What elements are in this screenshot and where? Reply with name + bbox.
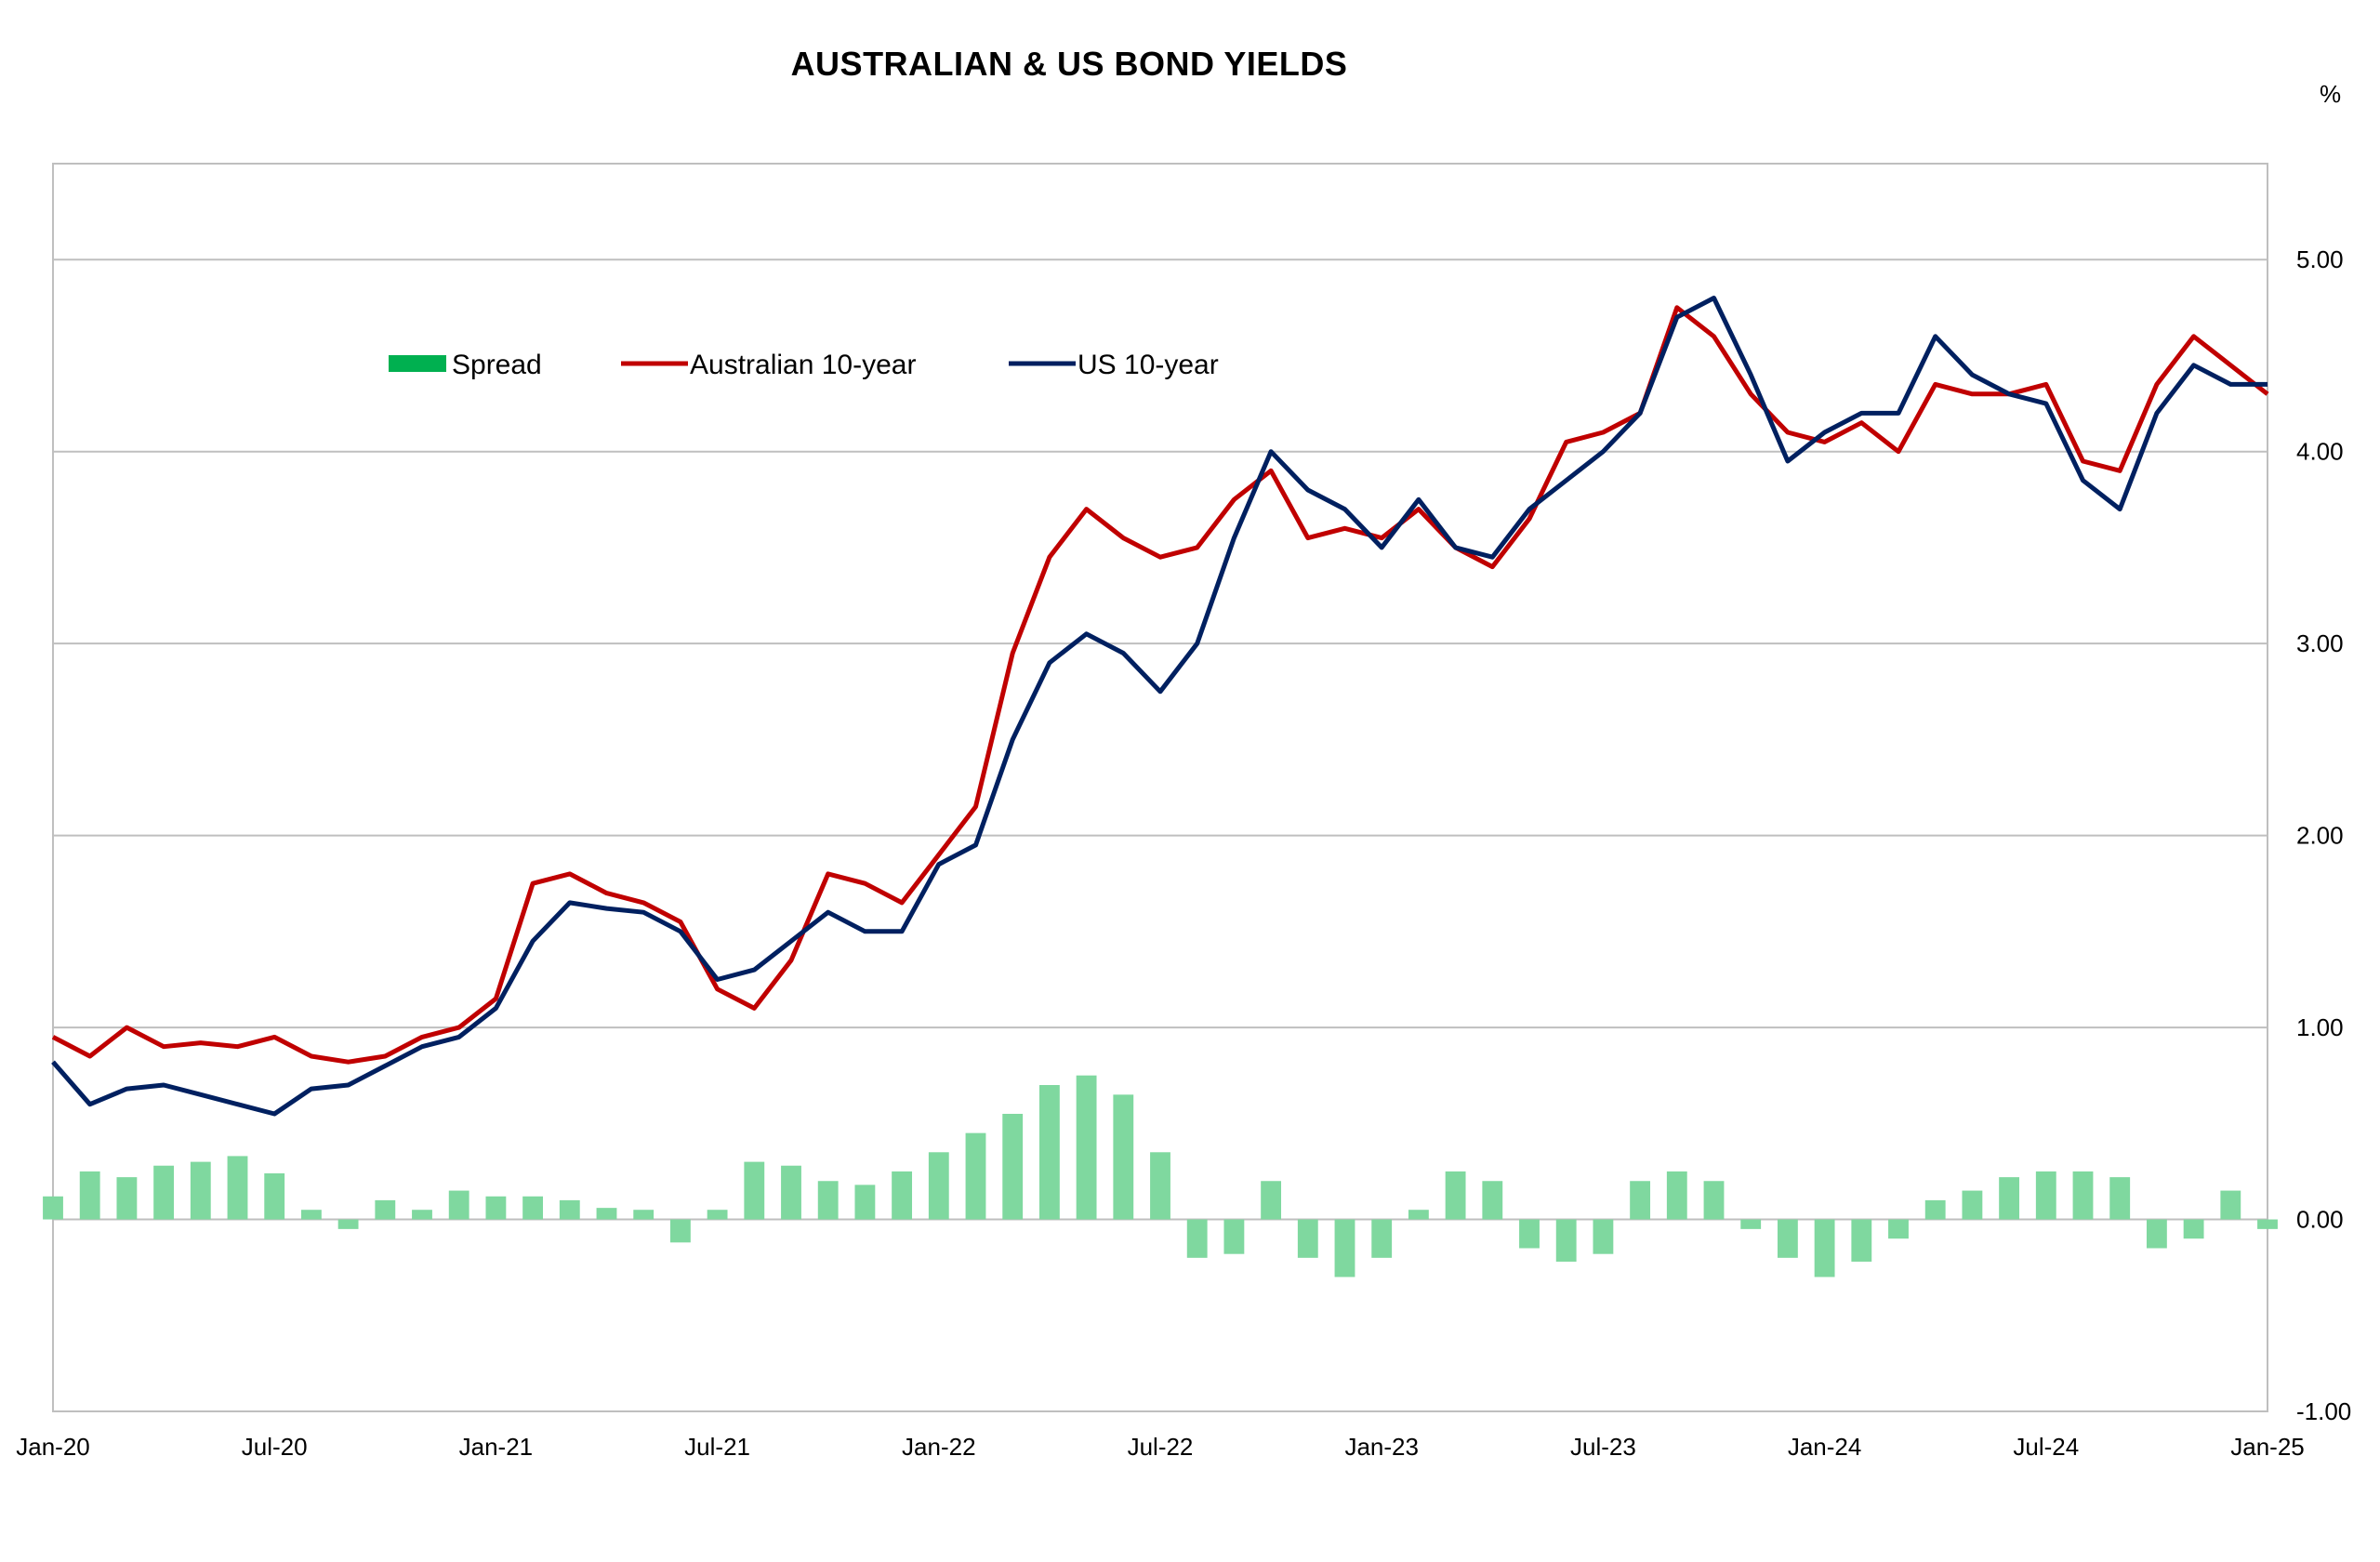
- spread-bar: [559, 1199, 580, 1220]
- spread-bar: [965, 1132, 986, 1220]
- series-line-us-10-year: [51, 296, 2268, 1117]
- spread-bar: [2183, 1219, 2204, 1239]
- spread-bar: [2220, 1190, 2241, 1220]
- spread-bar: [707, 1210, 728, 1220]
- spread-bar: [1888, 1219, 1909, 1239]
- spread-bar: [412, 1210, 432, 1220]
- spread-bar: [300, 1210, 322, 1220]
- spread-bar: [227, 1156, 248, 1220]
- legend-label-us-10-year: US 10-year: [1078, 350, 1219, 380]
- spread-bar: [1777, 1219, 1798, 1258]
- spread-bar: [337, 1219, 359, 1229]
- spread-bar: [1703, 1181, 1725, 1220]
- legend: Spread Australian 10-year US 10-year: [389, 350, 1219, 380]
- spread-bar: [448, 1190, 469, 1220]
- y-tick-label: 1.00: [2296, 1013, 2344, 1041]
- x-axis: Jan-20 Jul-20 Jan-21 Jul-21 Jan-22 Jul-22 Jan-…: [16, 1433, 2305, 1461]
- spread-bar: [1113, 1094, 1134, 1220]
- x-tick-label: Jan-20: [16, 1433, 90, 1461]
- spread-bar: [1962, 1190, 1983, 1220]
- spread-bar: [2072, 1171, 2094, 1220]
- spread-bar: [1666, 1171, 1687, 1220]
- x-tick-label: Jul-20: [242, 1433, 308, 1461]
- spread-bar: [375, 1199, 396, 1220]
- spread-bar: [1630, 1181, 1651, 1220]
- spread-bar: [1076, 1075, 1097, 1220]
- spread-bar: [1519, 1219, 1540, 1249]
- spread-bar: [669, 1219, 691, 1243]
- y-tick-label: -1.00: [2296, 1397, 2351, 1425]
- spread-bar: [892, 1171, 913, 1220]
- spread-bar: [1038, 1085, 1060, 1220]
- spread-bar: [79, 1171, 100, 1220]
- spread-bar: [633, 1210, 654, 1220]
- x-tick-label: Jul-23: [1570, 1433, 1636, 1461]
- spread-bar: [116, 1177, 138, 1220]
- spread-bar: [1002, 1113, 1024, 1220]
- spread-bar: [1297, 1219, 1318, 1258]
- x-tick-label: Jan-24: [1788, 1433, 1862, 1461]
- spread-bar: [1408, 1210, 1429, 1220]
- spread-bar: [1740, 1219, 1762, 1229]
- spread-bar: [1186, 1219, 1208, 1258]
- spread-bar: [1334, 1219, 1355, 1277]
- y-tick-label: 5.00: [2296, 245, 2344, 273]
- spread-bar: [2035, 1171, 2056, 1220]
- spread-bar: [2146, 1219, 2167, 1249]
- spread-bar: [1223, 1219, 1245, 1254]
- x-tick-label: Jan-21: [459, 1433, 534, 1461]
- x-tick-label: Jul-24: [2013, 1433, 2079, 1461]
- spread-bar: [781, 1165, 801, 1220]
- y-tick-label: 3.00: [2296, 629, 2344, 657]
- spread-bars: [43, 1075, 2278, 1277]
- x-tick-label: Jan-25: [2230, 1433, 2305, 1461]
- y-axis: 5.00 4.00 3.00 2.00 1.00 0.00 -1.00: [2296, 245, 2351, 1425]
- spread-bar: [264, 1172, 285, 1220]
- y-tick-label: 4.00: [2296, 438, 2344, 466]
- spread-bar: [43, 1196, 63, 1220]
- unit-label: %: [2320, 80, 2342, 108]
- spread-bar: [2257, 1219, 2278, 1229]
- series-line-australian-10-year: [51, 305, 2269, 1065]
- yield-lines: [51, 296, 2269, 1117]
- spread-bar: [1445, 1171, 1466, 1220]
- spread-bar: [190, 1161, 211, 1220]
- x-tick-label: Jul-21: [684, 1433, 750, 1461]
- spread-bar: [1999, 1177, 2020, 1220]
- spread-bar: [153, 1165, 175, 1220]
- legend-swatch-spread: [389, 355, 446, 372]
- spread-bar: [522, 1196, 544, 1220]
- chart-title: AUSTRALIAN & US BOND YIELDS: [790, 45, 1348, 83]
- spread-bar: [596, 1208, 617, 1220]
- spread-bar: [1482, 1181, 1503, 1220]
- y-tick-label: 0.00: [2296, 1206, 2344, 1234]
- spread-bar: [928, 1152, 949, 1220]
- spread-bar: [744, 1161, 765, 1220]
- spread-bar: [1371, 1219, 1393, 1258]
- x-tick-label: Jan-23: [1344, 1433, 1419, 1461]
- spread-bar: [817, 1181, 839, 1220]
- spread-bar: [1261, 1181, 1282, 1220]
- x-tick-label: Jan-22: [902, 1433, 976, 1461]
- spread-bar: [1593, 1219, 1614, 1254]
- spread-bar: [2109, 1177, 2131, 1220]
- spread-bar: [485, 1196, 507, 1220]
- spread-bar: [854, 1185, 876, 1220]
- spread-bar: [1555, 1219, 1577, 1262]
- spread-bar: [1150, 1152, 1170, 1220]
- spread-bar: [1924, 1199, 1946, 1220]
- spread-bar: [1814, 1219, 1835, 1277]
- legend-label-spread: Spread: [452, 350, 542, 380]
- x-tick-label: Jul-22: [1128, 1433, 1194, 1461]
- spread-bar: [1851, 1219, 1872, 1262]
- legend-label-australian-10-year: Australian 10-year: [690, 350, 916, 380]
- y-tick-label: 2.00: [2296, 822, 2344, 850]
